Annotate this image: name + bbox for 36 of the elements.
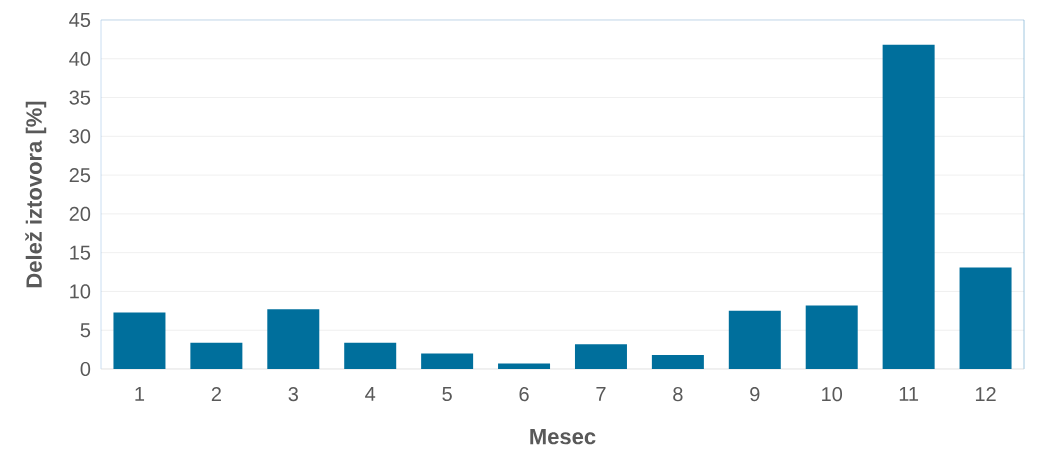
x-tick-label: 5 [442,387,452,401]
y-tick-label: 10 [70,284,91,299]
y-tick-label: 25 [69,168,91,183]
y-tick-label: 40 [69,51,91,66]
y-axis-title: Delež iztovora [%] [25,101,47,288]
bar [421,353,474,369]
x-tick-label: 11 [899,387,919,401]
x-tick-label: 1 [135,387,145,401]
x-tick-label: 8 [673,387,683,402]
x-axis-title: Mesec [530,429,596,445]
x-tick-label: 2 [211,387,221,402]
bar [959,267,1012,369]
bar [728,310,781,369]
bar [267,309,320,369]
y-tick-label: 5 [80,323,91,338]
y-tick-label: 15 [70,245,91,260]
x-tick-label: 3 [288,387,298,402]
x-tick-label: 4 [365,387,376,401]
bar [344,342,397,369]
x-tick-label: 7 [596,387,606,401]
bar [498,363,551,369]
x-tick-label: 10 [822,387,843,402]
bar [190,342,243,369]
x-tick-label: 6 [519,387,529,402]
y-tick-label: 0 [80,361,91,377]
y-tick-label: 20 [69,206,91,221]
y-tick-label: 35 [69,90,91,105]
bar [882,44,935,369]
y-tick-label: 30 [69,129,91,144]
bar [574,344,627,369]
x-tick-label: 9 [750,387,760,402]
x-tick-label: 12 [975,387,996,402]
y-tick-label: 45 [69,13,91,27]
bar [113,312,166,369]
bar [805,305,858,369]
bar [651,355,704,369]
